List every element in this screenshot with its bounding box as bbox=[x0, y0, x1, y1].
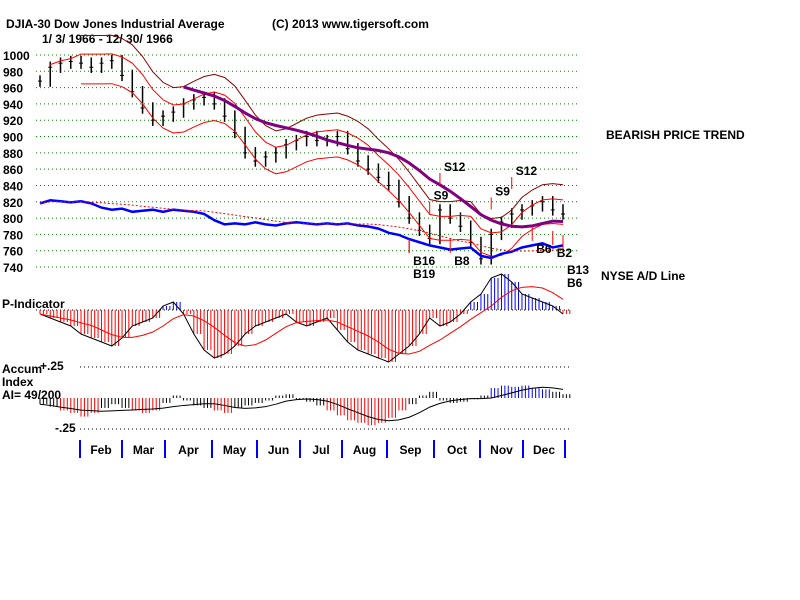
month-label: Apr bbox=[178, 443, 199, 457]
y-tick-label: 980 bbox=[3, 65, 23, 79]
y-tick-label: 800 bbox=[3, 212, 23, 226]
y-tick-label: 760 bbox=[3, 245, 23, 259]
signal-label: B6 bbox=[567, 276, 583, 290]
signal-label: S12 bbox=[516, 164, 538, 178]
p-indicator-label: P-Indicator bbox=[2, 297, 65, 311]
y-tick-label: 900 bbox=[3, 131, 23, 145]
accum-ma bbox=[39, 386, 564, 422]
month-label: Jul bbox=[312, 443, 329, 457]
month-label: Nov bbox=[490, 443, 513, 457]
ad-line-label: NYSE A/D Line bbox=[601, 269, 686, 283]
y-tick-label: 1000 bbox=[3, 49, 30, 63]
upper-outer-band bbox=[81, 34, 564, 220]
y-tick-label: 820 bbox=[3, 196, 23, 210]
y-tick-label: 860 bbox=[3, 163, 23, 177]
y-tick-label: 780 bbox=[3, 228, 23, 242]
signal-label: B2 bbox=[557, 246, 573, 260]
month-label: Mar bbox=[133, 443, 155, 457]
ad-line bbox=[39, 198, 564, 260]
trend-label: BEARISH PRICE TREND bbox=[606, 128, 745, 142]
accum-minus-label: -.25 bbox=[55, 421, 76, 435]
signal-label: S9 bbox=[434, 188, 449, 202]
month-label: Aug bbox=[353, 443, 376, 457]
y-tick-label: 940 bbox=[3, 98, 23, 112]
y-tick-label: 920 bbox=[3, 114, 23, 128]
month-label: May bbox=[223, 443, 247, 457]
copyright: (C) 2013 www.tigersoft.com bbox=[272, 17, 429, 31]
y-tick-label: 740 bbox=[3, 261, 23, 275]
chart-title: DJIA-30 Dow Jones Industrial Average bbox=[6, 17, 225, 31]
moving-average-line bbox=[183, 85, 564, 229]
accum-label: Accum bbox=[2, 362, 42, 376]
accum-plus-label: +.25 bbox=[40, 359, 64, 373]
ai-label: AI= 49/200 bbox=[2, 388, 61, 402]
month-label: Oct bbox=[447, 443, 467, 457]
index-label: Index bbox=[2, 375, 34, 389]
signal-label: S9 bbox=[495, 184, 510, 198]
upper-band bbox=[50, 53, 564, 234]
lower-band bbox=[81, 83, 564, 257]
month-label: Sep bbox=[399, 443, 421, 457]
month-label: Jun bbox=[268, 443, 289, 457]
signal-label: B16 bbox=[413, 254, 435, 268]
signal-label: B8 bbox=[454, 254, 470, 268]
y-tick-label: 880 bbox=[3, 147, 23, 161]
signal-label: S12 bbox=[444, 160, 466, 174]
y-tick-label: 960 bbox=[3, 82, 23, 96]
y-tick-label: 840 bbox=[3, 179, 23, 193]
month-label: Feb bbox=[90, 443, 111, 457]
month-label: Dec bbox=[533, 443, 555, 457]
date-range: 1/ 3/ 1966 - 12/ 30/ 1966 bbox=[42, 32, 173, 46]
p-indicator-line bbox=[39, 273, 564, 363]
signal-label: B13 bbox=[567, 263, 589, 277]
signal-label: B6 bbox=[536, 242, 552, 256]
signal-label: B19 bbox=[413, 267, 435, 281]
p-indicator-ma bbox=[39, 286, 564, 355]
